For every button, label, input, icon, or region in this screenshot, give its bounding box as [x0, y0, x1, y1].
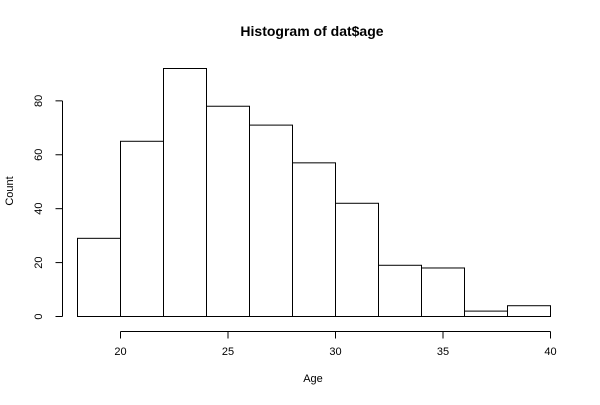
histogram-bar-2: [163, 68, 207, 317]
histogram-bar-10: [507, 305, 551, 317]
histogram-bar-9: [464, 310, 508, 318]
y-tick-label-4: 80: [33, 95, 45, 107]
x-tick-label-3: 35: [437, 346, 449, 358]
x-tick-label-4: 40: [544, 346, 556, 358]
histogram-bar-1: [120, 140, 164, 317]
histogram-bar-3: [206, 105, 250, 317]
histogram-bar-5: [292, 162, 336, 317]
x-tick-label-2: 30: [329, 346, 341, 358]
y-axis: 0 20 40 60 80: [33, 95, 63, 320]
y-tick-label-0: 0: [33, 313, 45, 319]
x-axis: 20 25 30 35 40: [114, 331, 557, 358]
x-axis-label: Age: [303, 373, 323, 385]
y-tick-label-1: 20: [33, 256, 45, 268]
y-axis-label: Count: [4, 176, 16, 205]
x-tick-label-0: 20: [114, 346, 126, 358]
histogram-bar-4: [249, 124, 293, 318]
histogram-bar-0: [77, 237, 121, 317]
y-tick-label-2: 40: [33, 203, 45, 215]
histogram-bar-7: [378, 264, 422, 318]
chart-title: Histogram of dat$age: [240, 23, 383, 39]
histogram-bar-8: [421, 267, 465, 318]
y-tick-label-3: 60: [33, 149, 45, 161]
histogram-bar-6: [335, 202, 379, 317]
x-tick-label-1: 25: [222, 346, 234, 358]
bars-group: [77, 68, 551, 318]
